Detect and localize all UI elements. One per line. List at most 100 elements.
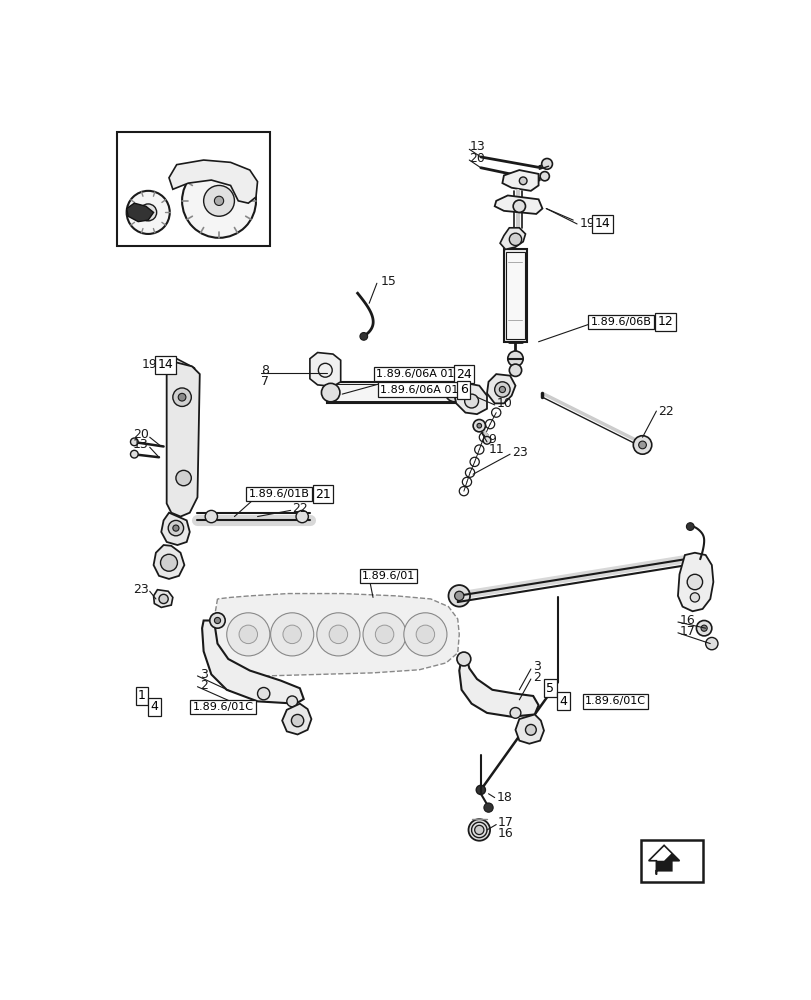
Text: 1.89.6/06A 01: 1.89.6/06A 01 [380, 384, 458, 394]
Polygon shape [677, 553, 713, 611]
Circle shape [633, 436, 651, 454]
Circle shape [291, 714, 303, 727]
Circle shape [204, 185, 234, 216]
Circle shape [161, 554, 178, 571]
Polygon shape [515, 714, 543, 744]
Text: 4: 4 [150, 700, 158, 713]
Polygon shape [502, 170, 538, 191]
Text: 22: 22 [657, 405, 673, 418]
Text: 13: 13 [469, 140, 484, 153]
Polygon shape [153, 545, 184, 579]
Polygon shape [310, 353, 341, 386]
Circle shape [313, 361, 332, 379]
Circle shape [445, 383, 463, 402]
Circle shape [296, 510, 308, 523]
Circle shape [513, 200, 525, 212]
Circle shape [507, 351, 522, 366]
Circle shape [316, 613, 359, 656]
Text: 2: 2 [200, 679, 208, 692]
Text: 4: 4 [559, 695, 566, 708]
Circle shape [483, 436, 490, 444]
Circle shape [173, 525, 178, 531]
Polygon shape [169, 359, 197, 393]
Circle shape [499, 386, 504, 393]
Circle shape [238, 625, 257, 644]
Circle shape [454, 591, 463, 600]
Circle shape [168, 520, 183, 536]
Circle shape [286, 696, 297, 707]
Text: 1.89.6/01: 1.89.6/01 [362, 571, 414, 581]
Circle shape [475, 785, 485, 795]
Polygon shape [202, 620, 303, 704]
Polygon shape [169, 160, 257, 203]
Text: 14: 14 [594, 217, 610, 230]
Polygon shape [282, 704, 311, 734]
Polygon shape [487, 374, 515, 403]
Text: 20: 20 [133, 428, 148, 441]
Polygon shape [500, 228, 525, 249]
Circle shape [474, 825, 483, 835]
Circle shape [257, 687, 269, 700]
Circle shape [328, 625, 347, 644]
Text: 18: 18 [496, 791, 512, 804]
Circle shape [508, 364, 521, 376]
Circle shape [494, 382, 509, 397]
Circle shape [457, 652, 470, 666]
Bar [118, 132, 269, 246]
Circle shape [468, 819, 490, 841]
Circle shape [319, 366, 327, 374]
Circle shape [178, 393, 186, 401]
Circle shape [209, 613, 225, 628]
Circle shape [176, 470, 191, 486]
Text: 5: 5 [546, 682, 553, 695]
Text: 22: 22 [292, 502, 307, 515]
Polygon shape [459, 659, 538, 717]
Text: 3: 3 [533, 660, 540, 673]
Circle shape [519, 177, 526, 185]
Circle shape [131, 438, 138, 446]
Text: 1.89.6/06B: 1.89.6/06B [590, 317, 650, 327]
Bar [504, 249, 526, 342]
Circle shape [321, 383, 340, 402]
Circle shape [450, 389, 458, 396]
Text: 11: 11 [488, 443, 504, 456]
Circle shape [214, 617, 221, 624]
Circle shape [182, 164, 255, 238]
Bar [640, 840, 702, 882]
Circle shape [696, 620, 711, 636]
Circle shape [686, 574, 702, 590]
Circle shape [476, 423, 481, 428]
Circle shape [541, 158, 551, 169]
Text: 14: 14 [157, 358, 173, 371]
Circle shape [448, 585, 470, 607]
Text: 21: 21 [315, 488, 330, 501]
Bar [505, 252, 524, 339]
Text: 17: 17 [679, 625, 694, 638]
Circle shape [131, 450, 138, 458]
Circle shape [685, 523, 693, 530]
Polygon shape [161, 513, 190, 545]
Circle shape [173, 388, 191, 406]
Circle shape [638, 441, 646, 449]
Circle shape [363, 613, 406, 656]
Circle shape [375, 625, 393, 644]
Text: 16: 16 [679, 614, 694, 627]
Circle shape [508, 233, 521, 246]
Circle shape [205, 510, 217, 523]
Circle shape [525, 724, 535, 735]
Text: 2: 2 [533, 671, 540, 684]
Circle shape [705, 637, 717, 650]
Polygon shape [494, 195, 542, 214]
Polygon shape [453, 383, 487, 414]
Circle shape [403, 613, 446, 656]
Text: 24: 24 [456, 368, 471, 381]
Circle shape [270, 613, 313, 656]
Text: 9: 9 [488, 433, 496, 446]
Text: 13: 13 [133, 438, 148, 451]
Circle shape [159, 594, 168, 604]
Circle shape [483, 803, 492, 812]
Circle shape [473, 420, 485, 432]
Bar [326, 382, 457, 403]
Text: 1: 1 [138, 689, 146, 702]
Text: 8: 8 [261, 364, 269, 377]
